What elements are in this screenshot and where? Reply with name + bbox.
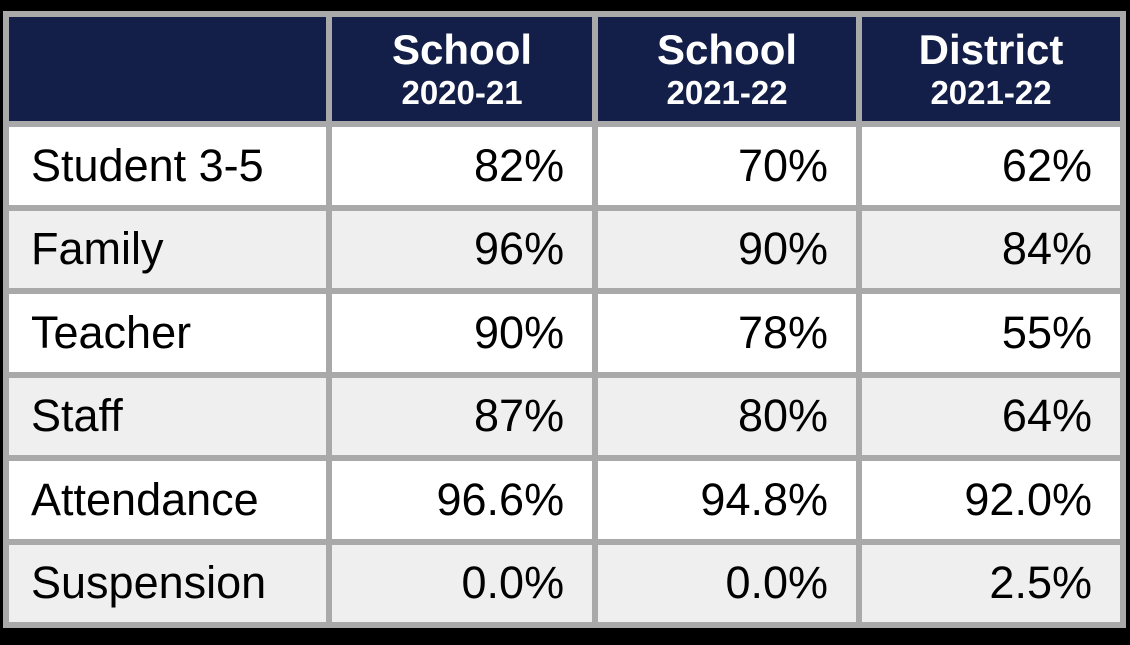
cell-value: 2.5% xyxy=(862,544,1120,622)
row-label: Staff xyxy=(9,377,326,455)
header-corner-cell xyxy=(9,17,326,121)
header-row: School 2020-21 School 2021-22 District 2… xyxy=(9,17,1120,121)
cell-value: 0.0% xyxy=(331,544,593,622)
cell-value: 92.0% xyxy=(862,461,1120,539)
table-row-staff: Staff 87% 80% 64% xyxy=(9,377,1120,455)
cell-value: 87% xyxy=(331,377,593,455)
row-label: Student 3-5 xyxy=(9,127,326,205)
column-title: School xyxy=(657,26,798,74)
cell-value: 96% xyxy=(331,210,593,288)
table-row-suspension: Suspension 0.0% 0.0% 2.5% xyxy=(9,544,1120,622)
table-row-attendance: Attendance 96.6% 94.8% 92.0% xyxy=(9,461,1120,539)
column-subtitle: 2021-22 xyxy=(666,73,788,111)
header-cell-school-2020-21: School 2020-21 xyxy=(331,17,593,121)
header-cell-district-2021-22: District 2021-22 xyxy=(862,17,1120,121)
header-cell-school-2021-22: School 2021-22 xyxy=(598,17,857,121)
cell-value: 64% xyxy=(862,377,1120,455)
row-label: Suspension xyxy=(9,544,326,622)
column-title: School xyxy=(392,26,533,74)
table-row-teacher: Teacher 90% 78% 55% xyxy=(9,294,1120,372)
table-row-student-3-5: Student 3-5 82% 70% 62% xyxy=(9,127,1120,205)
cell-value: 94.8% xyxy=(598,461,857,539)
row-label: Attendance xyxy=(9,461,326,539)
cell-value: 96.6% xyxy=(331,461,593,539)
cell-value: 90% xyxy=(331,294,593,372)
row-label: Family xyxy=(9,210,326,288)
column-subtitle: 2021-22 xyxy=(930,73,1052,111)
cell-value: 84% xyxy=(862,210,1120,288)
cell-value: 80% xyxy=(598,377,857,455)
cell-value: 62% xyxy=(862,127,1120,205)
cell-value: 78% xyxy=(598,294,857,372)
cell-value: 70% xyxy=(598,127,857,205)
column-subtitle: 2020-21 xyxy=(401,73,523,111)
cell-value: 55% xyxy=(862,294,1120,372)
table-row-family: Family 96% 90% 84% xyxy=(9,210,1120,288)
cell-value: 82% xyxy=(331,127,593,205)
column-title: District xyxy=(918,26,1064,74)
cell-value: 0.0% xyxy=(598,544,857,622)
cell-value: 90% xyxy=(598,210,857,288)
row-label: Teacher xyxy=(9,294,326,372)
metrics-table: School 2020-21 School 2021-22 District 2… xyxy=(3,11,1126,628)
